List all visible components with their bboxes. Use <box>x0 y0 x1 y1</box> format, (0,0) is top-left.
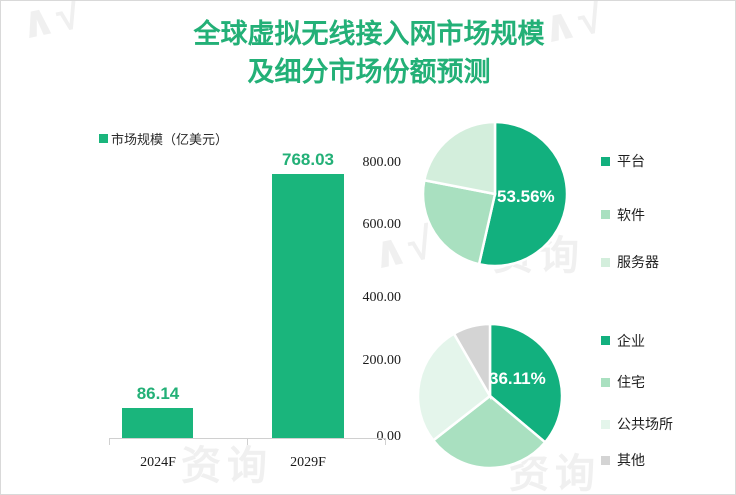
legend-marker-icon <box>99 134 108 143</box>
page-title-line-2: 及细分市场份额预测 <box>247 57 491 87</box>
legend-item-label: 企业 <box>617 332 645 349</box>
x-axis-tick-mark-mid <box>247 438 248 445</box>
pie-chart-application-value-label: 36.11% <box>489 369 546 388</box>
bar-group-2029F <box>272 111 344 438</box>
pie-chart-application-svg <box>416 322 564 470</box>
pie-chart-application-legend: 企业 住宅 公共场所 其他 <box>601 320 673 475</box>
x-axis-tick-mark-left <box>109 438 110 445</box>
legend-item-label: 其他 <box>617 452 645 468</box>
x-axis-tick-mark-right <box>385 438 386 445</box>
bar-2024F[interactable] <box>122 408 193 438</box>
legend-item-residential[interactable]: 住宅 <box>601 361 673 403</box>
legend-item-other[interactable]: 其他 <box>601 445 673 475</box>
legend-marker-icon <box>601 419 610 429</box>
legend-marker-icon <box>601 377 610 387</box>
legend-marker-icon <box>601 156 610 166</box>
pie-slice[interactable] <box>488 322 564 445</box>
bar-chart: 市场规模（亿美元） 800.00 600.00 400.00 200.00 0.… <box>1 111 402 494</box>
legend-item-server[interactable]: 服务器 <box>601 242 659 282</box>
legend-item-label: 公共场所 <box>617 416 673 432</box>
pie-slice[interactable] <box>477 120 569 268</box>
pie-chart-application <box>416 322 564 470</box>
pie-slice[interactable] <box>422 120 497 196</box>
bar-chart-legend: 市场规模（亿美元） <box>99 129 228 148</box>
bar-2029F[interactable] <box>272 174 344 438</box>
legend-marker-icon <box>601 455 610 465</box>
y-axis-tick-600: 600.00 <box>362 217 402 232</box>
legend-item-platform[interactable]: 平台 <box>601 135 659 187</box>
pie-slice[interactable] <box>416 331 492 443</box>
pie-slice[interactable] <box>452 322 492 401</box>
bar-group-2024F <box>122 111 193 438</box>
pie-slice[interactable] <box>431 394 547 470</box>
bar-legend-label: 市场规模（亿美元） <box>111 132 229 147</box>
legend-item-label: 软件 <box>617 206 645 223</box>
pie-chart-product <box>421 120 569 268</box>
legend-marker-icon <box>601 257 610 267</box>
y-axis-tick-200: 200.00 <box>362 353 402 368</box>
y-axis-tick-400: 400.00 <box>362 290 402 305</box>
page-title-line-1: 全球虚拟无线接入网市场规模 <box>193 19 545 49</box>
legend-item-label: 服务器 <box>617 254 659 270</box>
bar-value-2024F: 86.14 <box>136 384 180 404</box>
x-axis-label-2029F: 2029F <box>290 455 326 470</box>
legend-item-label: 住宅 <box>617 374 645 390</box>
page-title: 全球虚拟无线接入网市场规模 及细分市场份额预测 <box>1 15 735 91</box>
legend-marker-icon <box>601 210 610 219</box>
legend-item-label: 平台 <box>617 153 645 169</box>
bar-value-2029F: 768.03 <box>282 149 334 169</box>
pie-chart-product-legend: 平台 软件 服务器 <box>601 135 659 282</box>
pie-slice[interactable] <box>421 178 497 266</box>
pie-chart-product-svg <box>421 120 569 268</box>
legend-item-software[interactable]: 软件 <box>601 187 659 242</box>
y-axis-tick-800: 800.00 <box>362 155 402 170</box>
legend-item-enterprise[interactable]: 企业 <box>601 320 673 361</box>
x-axis-label-2024F: 2024F <box>140 455 176 470</box>
pie-chart-product-value-label: 53.56% <box>497 187 555 206</box>
legend-item-public-venue[interactable]: 公共场所 <box>601 403 673 445</box>
legend-marker-icon <box>601 336 610 345</box>
y-axis-tick-0: 0.00 <box>376 429 402 444</box>
